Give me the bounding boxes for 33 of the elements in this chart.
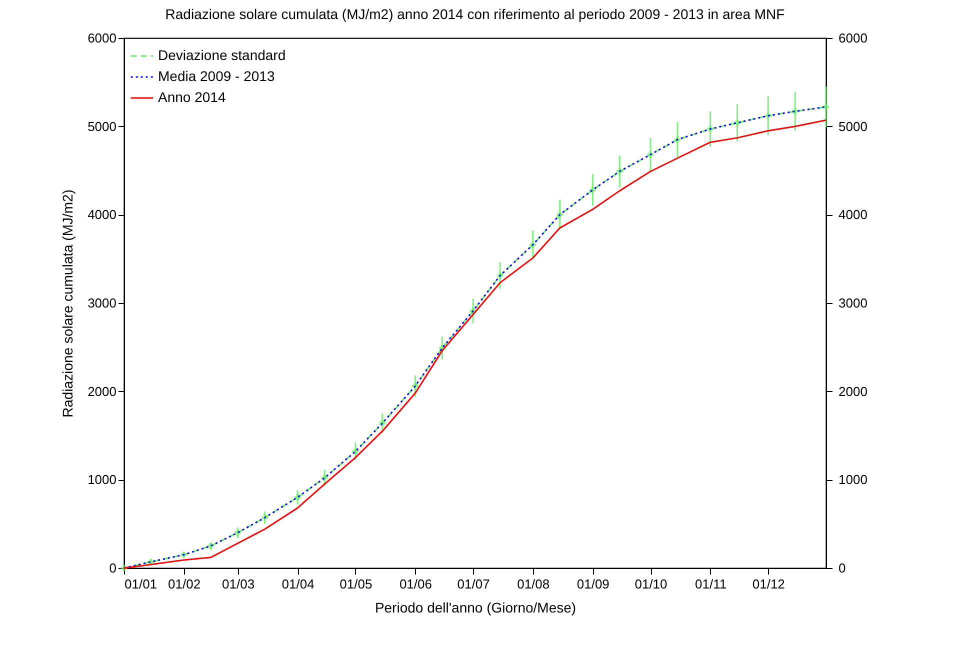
x-tick-label: 01/08 — [517, 576, 550, 592]
x-tick-label: 01/07 — [457, 576, 490, 592]
y-tick-label: 3000 — [88, 296, 116, 310]
y-axis-title: Radiazione solare cumulata (MJ/m2) — [60, 190, 76, 418]
y2-tick-label: 5000 — [838, 118, 868, 134]
x-tick-label: 01/05 — [340, 576, 372, 592]
x-tick-label: 01/04 — [282, 576, 314, 592]
x-tick-label: 01/01 — [124, 576, 158, 592]
legend-label: Anno 2014 — [158, 89, 226, 105]
x-axis-title: Periodo dell'anno (Giorno/Mese) — [374, 600, 576, 616]
x-tick-label: 01/11 — [694, 576, 727, 592]
y-tick-label: 6000 — [88, 30, 116, 46]
y-tick-label: 1000 — [88, 472, 116, 488]
y2-tick-label: 3000 — [838, 296, 868, 310]
x-tick-label: 01/09 — [576, 576, 610, 592]
x-tick-label: 01/02 — [168, 576, 201, 592]
legend-label: Media 2009 - 2013 — [158, 68, 275, 84]
legend-label: Deviazione standard — [158, 47, 286, 63]
y2-tick-label: 2000 — [838, 384, 868, 399]
y-tick-label: 4000 — [88, 207, 116, 222]
point — [822, 104, 830, 110]
y2-tick-label: 6000 — [838, 30, 868, 46]
y2-tick-label: 0 — [838, 560, 846, 576]
y-tick-label: 5000 — [88, 118, 116, 134]
x-tick-label: 01/06 — [399, 576, 432, 592]
chart-title: Radiazione solare cumulata (MJ/m2) anno 2014 con riferimento al periodo 2009 - 2013 in area MNF — [165, 6, 785, 22]
y2-tick-label: 4000 — [838, 207, 868, 222]
y2-tick-label: 1000 — [838, 472, 868, 488]
x-tick-label: 01/03 — [222, 576, 255, 592]
y-tick-label: 0 — [109, 560, 116, 576]
x-tick-label: 01/12 — [752, 576, 785, 592]
x-tick-label: 01/10 — [634, 576, 668, 592]
y-tick-label: 2000 — [88, 384, 116, 399]
